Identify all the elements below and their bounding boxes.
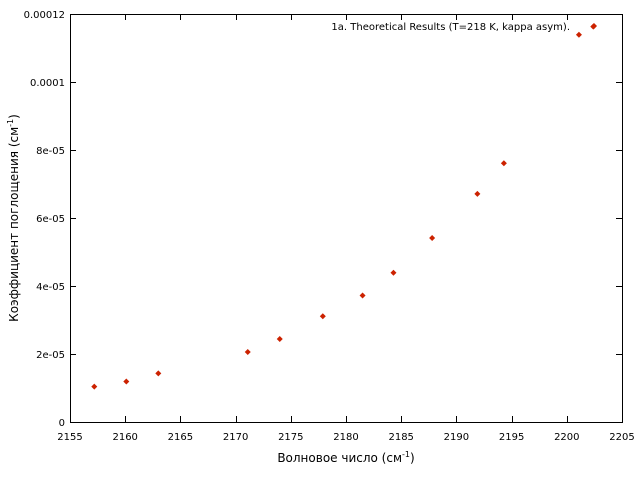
y-tick-label: 8e-05 [36, 146, 65, 157]
legend: 1a. Theoretical Results (T=218 K, kappa … [331, 22, 597, 33]
x-axis-title: Волновое число (см-1) [277, 450, 414, 465]
legend-marker [591, 23, 597, 29]
y-tick-label: 0.00012 [24, 10, 65, 21]
x-axis-ticks: 2155 2160 2165 2170 2175 2180 2185 2190 2195 2200… [57, 14, 635, 443]
y-axis-title: Коэффициент поглощения (см-1) [6, 114, 21, 322]
data-point [123, 378, 130, 385]
y-tick-label: 2e-05 [36, 350, 65, 361]
data-point [390, 269, 397, 276]
x-tick-label: 2195 [499, 432, 524, 443]
y-tick-label: 0.0001 [30, 78, 65, 89]
y-tick-label: 6e-05 [36, 214, 65, 225]
data-point [244, 348, 251, 355]
legend-label: 1a. Theoretical Results (T=218 K, kappa … [331, 22, 570, 33]
data-point [575, 31, 582, 38]
x-tick-label: 2175 [278, 432, 303, 443]
x-tick-label: 2190 [444, 432, 469, 443]
x-tick-label: 2205 [609, 432, 634, 443]
data-point [500, 160, 507, 167]
x-tick-label: 2200 [554, 432, 579, 443]
data-point [359, 292, 366, 299]
data-point [429, 235, 436, 242]
x-tick-label: 2160 [112, 432, 137, 443]
y-tick-label: 0 [59, 418, 65, 429]
data-point [91, 383, 98, 390]
data-point [276, 336, 283, 343]
x-tick-label: 2165 [168, 432, 193, 443]
x-tick-label: 2180 [333, 432, 358, 443]
x-tick-label: 2185 [388, 432, 413, 443]
x-tick-label: 2155 [57, 432, 82, 443]
data-point [155, 370, 162, 377]
plot-frame [70, 14, 623, 423]
y-tick-label: 4e-05 [36, 282, 65, 293]
data-point [474, 190, 481, 197]
data-point [319, 313, 326, 320]
x-tick-label: 2170 [223, 432, 248, 443]
y-axis-ticks: 0 2e-05 4e-05 6e-05 8e-05 0.0001 0.00012 [24, 10, 622, 429]
data-points [91, 23, 597, 390]
